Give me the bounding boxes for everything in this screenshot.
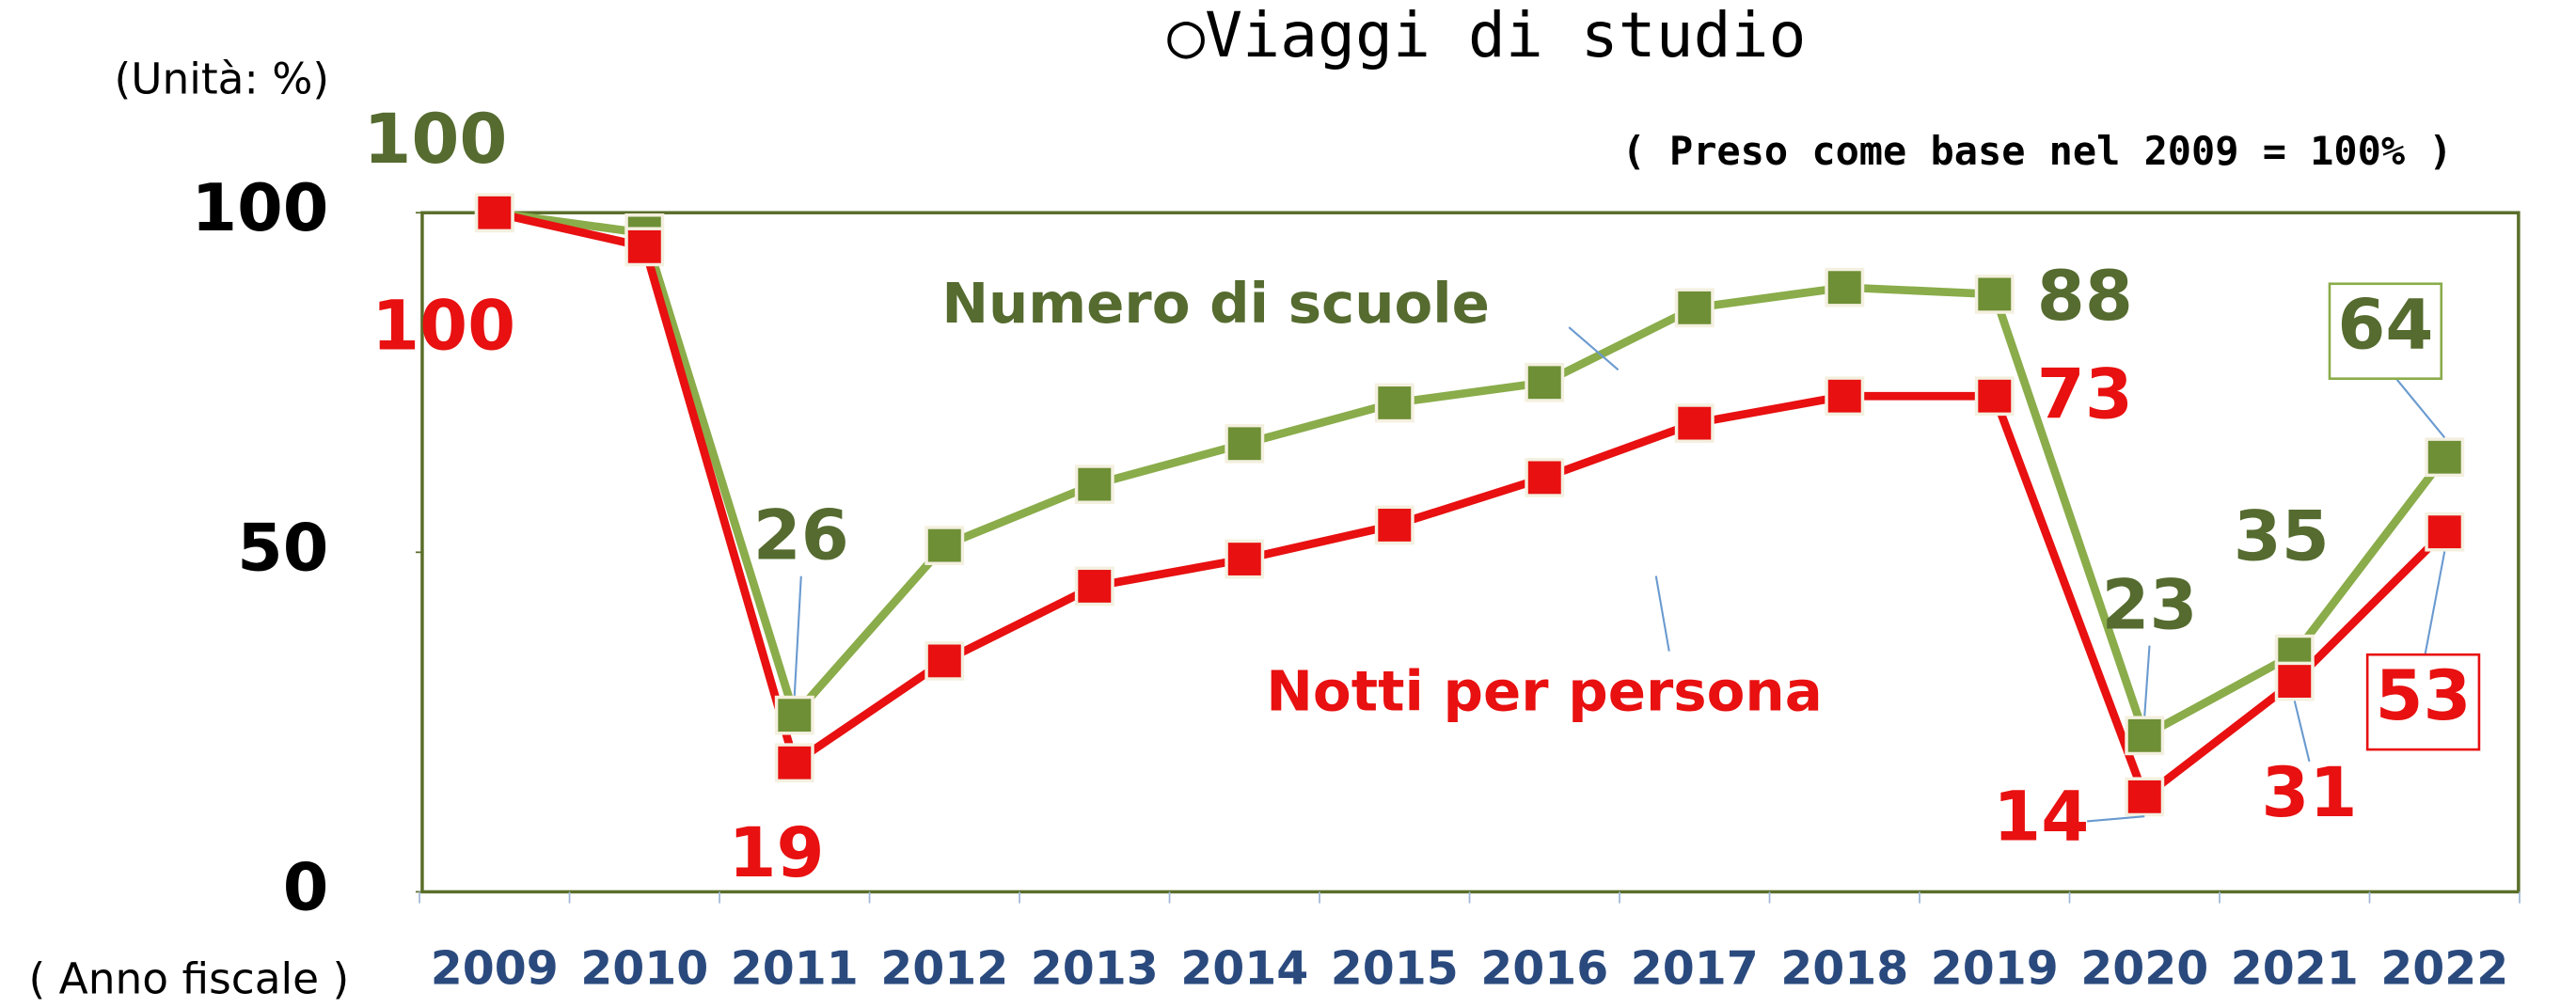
data-label: 53 [2375,656,2471,736]
data-label: 23 [2101,565,2197,645]
marker [1225,423,1265,464]
x-tick-label: 2015 [1331,942,1459,996]
data-label: 31 [2261,753,2357,833]
marker [1074,566,1114,606]
marker [1825,267,1865,307]
x-tick-label: 2019 [1931,942,2059,996]
marker [1974,376,2015,417]
marker [925,641,965,681]
marker [2425,512,2465,552]
marker [774,743,814,783]
marker [1525,458,1565,497]
leader-line [2293,701,2311,763]
x-tick-label: 2022 [2380,942,2508,996]
x-tick-label: 2014 [1180,942,1308,996]
series-line [494,208,2448,742]
series-name: Notti per persona [1266,659,1823,724]
x-tick-label: 2010 [580,942,708,996]
marker [2125,716,2165,756]
label-box [2328,282,2443,381]
marker [1374,383,1414,423]
marker [624,227,665,267]
marker [2274,661,2315,701]
x-tick-label: 2018 [1780,942,1908,996]
leader-line [1654,575,1670,652]
data-label: 88 [2037,257,2133,337]
chart-title: ○Viaggi di studio [1167,0,1806,71]
marker [1674,403,1715,444]
marker [1525,362,1565,402]
marker [2125,777,2165,817]
data-label: 35 [2234,497,2330,577]
data-label: 73 [2037,355,2133,435]
marker [1974,275,2015,314]
leader-line [1568,326,1620,371]
y-tick-label: 50 [237,510,328,586]
data-label: 14 [1993,778,2089,858]
x-tick-label: 2017 [1631,942,1759,996]
marker [1825,376,1865,417]
marker [1674,288,1715,328]
label-box [2365,653,2481,751]
x-tick-label: 2021 [2231,942,2359,996]
data-label: 26 [753,496,849,576]
x-axis-label: ( Anno fiscale ) [28,954,349,1004]
marker [2425,437,2465,478]
y-tick-label: 0 [283,850,329,926]
marker [925,526,965,565]
marker [1225,539,1265,579]
marker [1074,465,1114,504]
x-tick-label: 2011 [731,942,859,996]
y-tick-label: 100 [192,170,329,246]
data-label: 64 [2337,286,2433,366]
x-tick-label: 2013 [1031,942,1159,996]
marker [474,193,514,233]
leader-line [2143,645,2151,717]
leader-line [2087,815,2145,823]
series-line [493,208,2448,804]
subtitle: ( Preso come base nel 2009 = 100% ) [1622,128,2453,174]
x-tick-label: 2016 [1480,942,1608,996]
data-label: 100 [371,287,515,367]
marker [774,695,814,735]
data-label: 19 [729,813,825,893]
leader-line [2422,551,2446,665]
x-tick-label: 2020 [2080,942,2208,996]
data-label: 100 [363,100,507,180]
leader-line [793,575,802,696]
y-axis-label: (Unità: %) [115,55,330,104]
marker [1374,505,1414,545]
x-tick-label: 2009 [431,942,559,996]
x-tick-label: 2012 [880,942,1008,996]
series-name: Numero di scuole [941,271,1490,336]
